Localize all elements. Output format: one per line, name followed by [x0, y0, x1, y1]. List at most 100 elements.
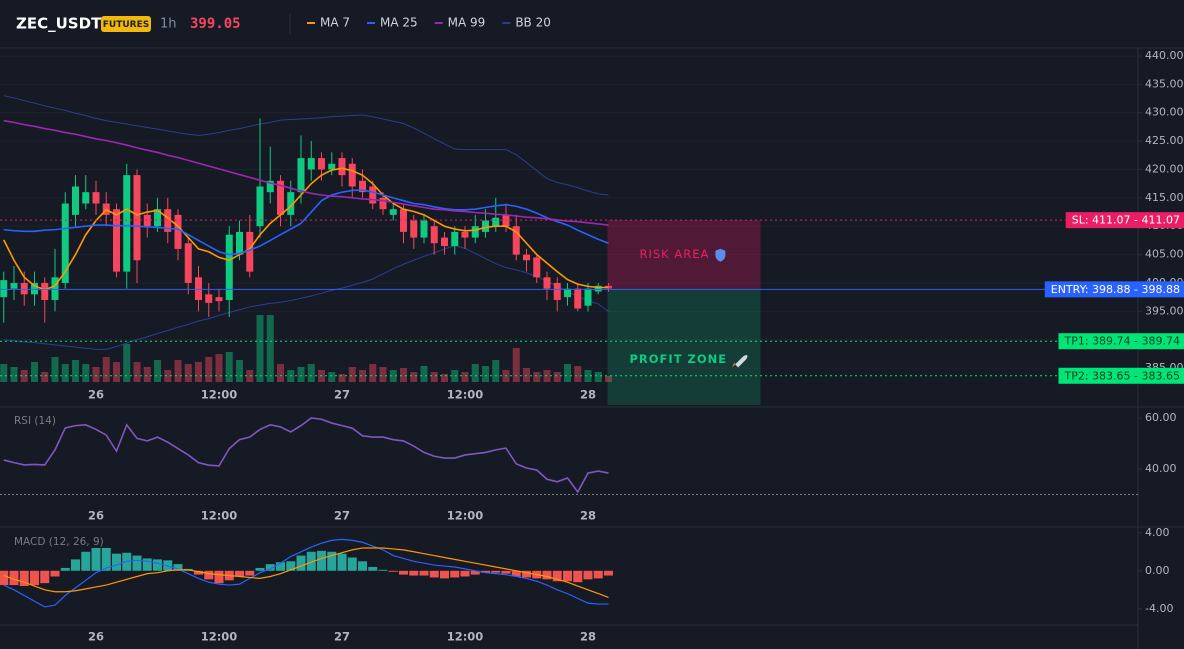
histogram-bar — [19, 570, 29, 587]
volume-bar — [338, 374, 346, 382]
level-tag-bg — [1058, 367, 1184, 384]
volume-bar — [492, 360, 500, 382]
candle-body — [184, 243, 192, 283]
volume-bar — [523, 368, 530, 382]
histogram-bar — [9, 570, 19, 586]
volume-bar — [553, 372, 561, 382]
candle-body — [266, 180, 274, 193]
histogram-bar — [460, 570, 470, 577]
volume-bar — [154, 360, 161, 382]
volume-bar — [10, 367, 18, 382]
histogram-bar — [0, 570, 9, 586]
candle-body — [133, 175, 141, 261]
volume-bar — [256, 315, 264, 382]
level-tag-bg — [1065, 212, 1184, 229]
candle-body — [31, 282, 38, 295]
candle-body — [400, 209, 407, 232]
candle-body — [533, 257, 541, 278]
histogram-bar — [450, 570, 460, 578]
candle-body — [51, 277, 59, 300]
candle-body — [154, 209, 161, 227]
ma-line — [3, 167, 609, 291]
histogram-bar — [255, 567, 265, 571]
histogram-bar — [296, 555, 306, 571]
volume-bar — [594, 372, 602, 382]
histogram-bar — [552, 570, 562, 582]
volume-bar — [482, 366, 489, 382]
x-tick-label: 12:00 — [201, 630, 238, 644]
candle-body — [369, 186, 377, 204]
volume-bar — [143, 367, 151, 382]
panel-title: RSI (14) — [14, 415, 56, 427]
x-tick-label: 28 — [580, 630, 596, 644]
candle-body — [205, 294, 213, 303]
candle-body — [564, 288, 571, 298]
histogram-bar — [194, 570, 203, 575]
candle-body — [256, 186, 264, 227]
histogram-bar — [286, 561, 296, 571]
y-tick-label: 0.00 — [1145, 564, 1170, 577]
candle-body — [348, 163, 356, 187]
volume-bar — [461, 372, 469, 382]
volume-bar — [184, 364, 192, 382]
volume-bar — [564, 364, 571, 382]
candle-body — [236, 231, 243, 255]
histogram-bar — [358, 561, 367, 571]
macd-line — [3, 538, 609, 608]
candle-body — [594, 285, 602, 292]
volume-bar — [441, 374, 448, 382]
x-tick-label: 27 — [334, 630, 350, 644]
volume-bar — [102, 357, 110, 382]
candle-body — [328, 163, 336, 170]
x-tick-label: 12:00 — [201, 388, 238, 402]
volume-bar — [307, 364, 315, 382]
shield-icon — [715, 248, 726, 262]
x-tick-label: 27 — [334, 509, 350, 523]
y-tick-label: 40.00 — [1145, 462, 1177, 475]
bb-lower — [3, 244, 609, 350]
histogram-bar — [306, 551, 316, 571]
volume-bar — [61, 364, 69, 382]
volume-bar — [369, 364, 377, 382]
level-tag: SL: 411.07 - 411.07 — [1072, 214, 1180, 227]
histogram-bar — [81, 551, 91, 571]
y-tick-label: 420.00 — [1145, 162, 1184, 175]
histogram-bar — [470, 570, 480, 575]
volume-bar — [471, 364, 479, 382]
candle-body — [143, 214, 151, 227]
histogram-bar — [573, 570, 583, 583]
candle-body — [359, 180, 366, 193]
volume-bar — [174, 360, 182, 382]
panel-title: MACD (12, 26, 9) — [14, 536, 104, 548]
ma-line — [3, 119, 609, 226]
volume-bar — [328, 372, 336, 382]
rocket-icon — [735, 354, 748, 368]
volume-bar — [297, 367, 305, 382]
candle-body — [72, 186, 79, 215]
histogram-bar — [153, 559, 162, 571]
y-tick-label: -4.00 — [1145, 602, 1173, 615]
candle-body — [420, 220, 428, 238]
histogram-bar — [245, 570, 255, 576]
interval: 1h — [160, 17, 177, 32]
y-tick-label: 440.00 — [1145, 49, 1184, 62]
volume-bar — [266, 315, 274, 382]
histogram-bar — [419, 570, 429, 576]
level-tag: TP2: 383.65 - 383.65 — [1064, 369, 1181, 382]
histogram-bar — [71, 559, 80, 571]
y-tick-label: 430.00 — [1145, 106, 1184, 119]
volume-bar — [359, 370, 366, 382]
candle-body — [277, 180, 284, 215]
symbol: ZEC_USDT — [16, 15, 102, 33]
ma-line — [3, 189, 609, 256]
candle-body — [389, 209, 397, 215]
volume-bar — [195, 362, 202, 382]
volume-bar — [113, 362, 120, 382]
volume-bar — [410, 372, 418, 382]
histogram-bar — [501, 570, 511, 574]
histogram-bar — [368, 566, 378, 571]
histogram-bar — [235, 570, 244, 577]
volume-bar — [225, 352, 233, 382]
histogram-bar — [30, 570, 39, 586]
